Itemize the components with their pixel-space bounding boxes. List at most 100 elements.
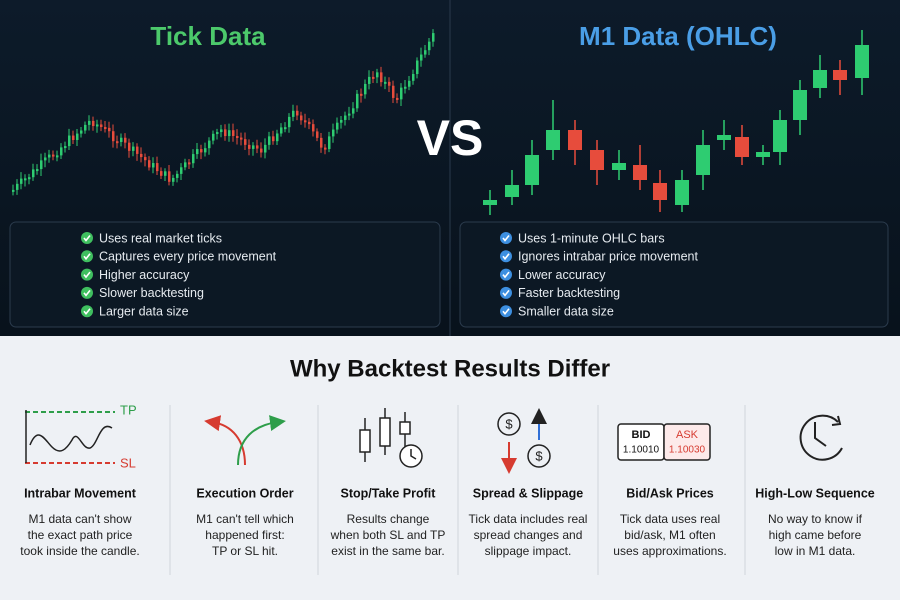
tick-candle [248, 144, 251, 149]
tick-candle [104, 127, 107, 130]
item-text: bid/ask, M1 often [624, 528, 715, 542]
tick-candle [72, 135, 75, 140]
tick-candle [88, 120, 91, 125]
tick-candle [256, 145, 259, 149]
tick-candle [332, 129, 335, 137]
tick-candle [80, 130, 83, 134]
tick-candle [372, 76, 375, 79]
tick-candle [388, 81, 391, 86]
tick-candle [156, 163, 159, 172]
tick-candle [416, 60, 419, 75]
item-title: Stop/Take Profit [341, 486, 437, 500]
item-text: high came before [769, 528, 862, 542]
tick-candle [180, 167, 183, 174]
item-title: Bid/Ask Prices [626, 486, 714, 500]
tick-candle [136, 146, 139, 154]
m1-candle [546, 130, 560, 150]
ask-price: 1.10030 [669, 445, 706, 456]
tick-candle [128, 142, 131, 151]
tick-candle [280, 127, 283, 134]
m1-candle [675, 180, 689, 205]
tick-candle [304, 120, 307, 123]
execution-icon [204, 415, 286, 466]
tick-candle [12, 189, 15, 192]
m1-candle [653, 183, 667, 200]
m1-candle [773, 120, 787, 152]
tick-candle [240, 137, 243, 140]
tick-candle [348, 113, 351, 116]
tick-candle [272, 136, 275, 142]
feature-text: Ignores intrabar price movement [518, 250, 698, 264]
feature-text: Slower backtesting [99, 286, 204, 300]
tick-candle [168, 171, 171, 182]
m1-candle [756, 152, 770, 157]
item-title: Intrabar Movement [24, 486, 137, 500]
item-text: took inside the candle. [20, 544, 139, 558]
tick-candle [264, 144, 267, 153]
sequence-icon [799, 414, 843, 461]
tick-candle [380, 72, 383, 83]
tick-candle [52, 154, 55, 157]
tick-candle [324, 147, 327, 150]
tick-candle [192, 154, 195, 164]
tick-candle [308, 121, 311, 125]
tick-candle [268, 136, 271, 145]
tick-candle [28, 177, 31, 180]
m1-chart [483, 30, 869, 215]
dollar-icon: $ [505, 416, 513, 431]
left-feature-box [9, 221, 441, 328]
tick-candle [160, 171, 163, 176]
feature-text: Higher accuracy [99, 268, 190, 282]
m1-candle [633, 165, 647, 180]
tick-candle [276, 133, 279, 142]
tick-candle [96, 124, 99, 127]
tick-candle [228, 130, 231, 137]
tick-candle [392, 85, 395, 98]
tick-chart [12, 29, 435, 196]
tick-candle [368, 76, 371, 84]
tick-candle [320, 137, 323, 148]
tick-candle [428, 41, 431, 51]
item-text: Tick data includes real [469, 512, 588, 526]
tick-candle [316, 131, 319, 138]
tick-candle [292, 110, 295, 117]
item-text: slippage impact. [485, 544, 572, 558]
tick-candle [364, 83, 367, 95]
item-text: M1 data can't show [28, 512, 131, 526]
tick-candle [204, 148, 207, 153]
check-mark [83, 271, 91, 279]
tick-candle [236, 135, 239, 138]
tick-candle [112, 131, 115, 142]
tick-candle [68, 135, 71, 147]
m1-candle [717, 135, 731, 140]
item-title: Execution Order [196, 486, 293, 500]
item-text: No way to know if [768, 512, 863, 526]
stop-take-icon [359, 408, 423, 468]
tick-candle [32, 169, 35, 178]
tick-candle [64, 146, 67, 149]
m1-candle [612, 163, 626, 170]
tick-candle [208, 140, 211, 149]
bid-price: 1.10010 [623, 445, 660, 456]
item-text: when both SL and TP [330, 528, 446, 542]
item-text: Results change [347, 512, 430, 526]
tick-candle [132, 146, 135, 151]
tick-candle [216, 132, 219, 135]
tick-candle [184, 162, 187, 168]
ask-label: ASK [676, 429, 699, 441]
item-text: the exact path price [28, 528, 133, 542]
tick-candle [224, 129, 227, 137]
tick-candle [424, 50, 427, 55]
intrabar-icon [25, 410, 115, 464]
item-text: uses approximations. [613, 544, 726, 558]
tick-candle [328, 136, 331, 150]
check-mark [502, 253, 510, 261]
tick-candle [24, 178, 27, 181]
tick-candle [84, 124, 87, 131]
tick-candle [420, 54, 423, 61]
tick-candle [244, 139, 247, 145]
tick-candle [432, 33, 435, 42]
tick-candle [296, 110, 299, 116]
tick-candle [152, 163, 155, 168]
